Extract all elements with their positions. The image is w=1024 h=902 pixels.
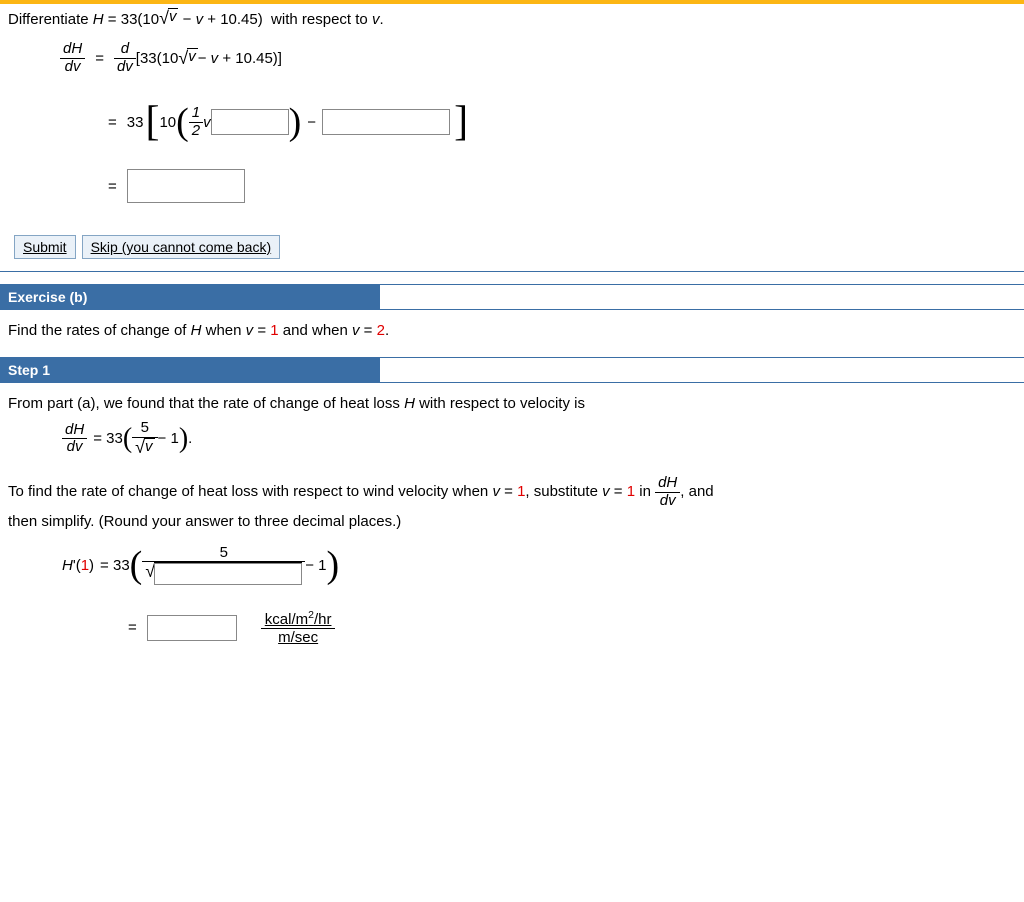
prompt-dot: . <box>379 11 383 28</box>
lparen-3: ( <box>130 546 143 584</box>
units-link[interactable]: kcal/m2/hr m/sec <box>261 609 336 646</box>
sqrt-v-2: v <box>178 48 197 69</box>
derivation-line-2: = 33 [ 10 ( 1 2 v ) − ] <box>60 101 1016 143</box>
thirtythree: 33 <box>127 114 144 131</box>
derivation-line-3: = <box>60 169 1016 203</box>
rparen-1: ) <box>289 103 302 141</box>
equals-3: = <box>108 178 117 195</box>
minus-1: − <box>307 114 316 131</box>
answer-box-term2[interactable] <box>322 109 450 135</box>
answer-box-exponent[interactable] <box>211 109 289 135</box>
units-denominator: m/sec <box>261 629 336 646</box>
prompt-H: H <box>93 11 104 28</box>
value-2: 2 <box>377 322 385 339</box>
answer-box-final-a[interactable] <box>127 169 245 203</box>
exercise-b-text: Find the rates of change of H when v = 1… <box>0 310 1024 351</box>
equals-1: = <box>95 50 104 67</box>
right-bracket: ] <box>454 101 468 143</box>
final-answer-line: = kcal/m2/hr m/sec <box>118 609 1016 646</box>
answer-box-hprime-value[interactable] <box>147 615 237 641</box>
derivation-line-1: dH dv = d dv [33(10v − v + 10.45)] <box>60 41 1016 75</box>
differentiate-prompt: Differentiate H = 33(10v − v + 10.45) wi… <box>0 4 1024 35</box>
v-letter: v <box>203 114 211 131</box>
prompt-tail: − v + 10.45) with respect to <box>178 11 371 28</box>
equals-final: = <box>128 619 137 636</box>
rparen-2: ) <box>179 425 188 453</box>
lparen-1: ( <box>176 103 189 141</box>
dH-dv-3: dH dv <box>655 475 680 509</box>
rparen-3: ) <box>327 546 340 584</box>
button-row: Submit Skip (you cannot come back) <box>0 227 1024 271</box>
left-bracket: [ <box>145 101 159 143</box>
prompt-pre: Differentiate <box>8 11 93 28</box>
units-numerator: kcal/m2/hr <box>261 609 336 629</box>
step1-p1: From part (a), we found that the rate of… <box>8 395 1016 412</box>
answer-box-sqrt-arg[interactable] <box>154 563 302 585</box>
hprime-line: H'(1) = 33 ( 5 − 1 ) <box>62 545 1016 586</box>
d-dv: d dv <box>114 41 136 75</box>
value-1: 1 <box>270 322 278 339</box>
skip-button[interactable]: Skip (you cannot come back) <box>82 235 281 259</box>
five-over-sqrtv: 5 v <box>132 420 157 457</box>
submit-button[interactable]: Submit <box>14 235 76 259</box>
step-1-body: From part (a), we found that the rate of… <box>0 383 1024 664</box>
hprime-lhs: H <box>62 557 73 574</box>
five-over-sqrt-box: 5 <box>142 545 305 586</box>
dH-dv-2: dH dv <box>62 422 87 456</box>
sqrt-v-1: v <box>159 8 178 29</box>
lparen-2: ( <box>123 425 132 453</box>
expr-open: [33(10 <box>136 50 179 67</box>
exercise-b-header: Exercise (b) <box>0 285 380 309</box>
dH-dv-lhs: dH dv <box>60 41 85 75</box>
prompt-eq: = 33(10 <box>108 11 159 28</box>
step1-p2: To find the rate of change of heat loss … <box>8 475 1016 535</box>
main-content: Differentiate H = 33(10v − v + 10.45) wi… <box>0 4 1024 664</box>
step-1-header: Step 1 <box>0 358 380 382</box>
one-half: 1 2 <box>189 105 203 139</box>
step1-eq-line: dH dv = 33 ( 5 v − 1 ) . <box>62 420 1016 457</box>
expr-close: − v + 10.45)] <box>198 50 282 67</box>
equals-2: = <box>108 114 117 131</box>
ten: 10 <box>159 114 176 131</box>
work-area: dH dv = d dv [33(10v − v + 10.45)] = 33 … <box>0 41 1024 227</box>
